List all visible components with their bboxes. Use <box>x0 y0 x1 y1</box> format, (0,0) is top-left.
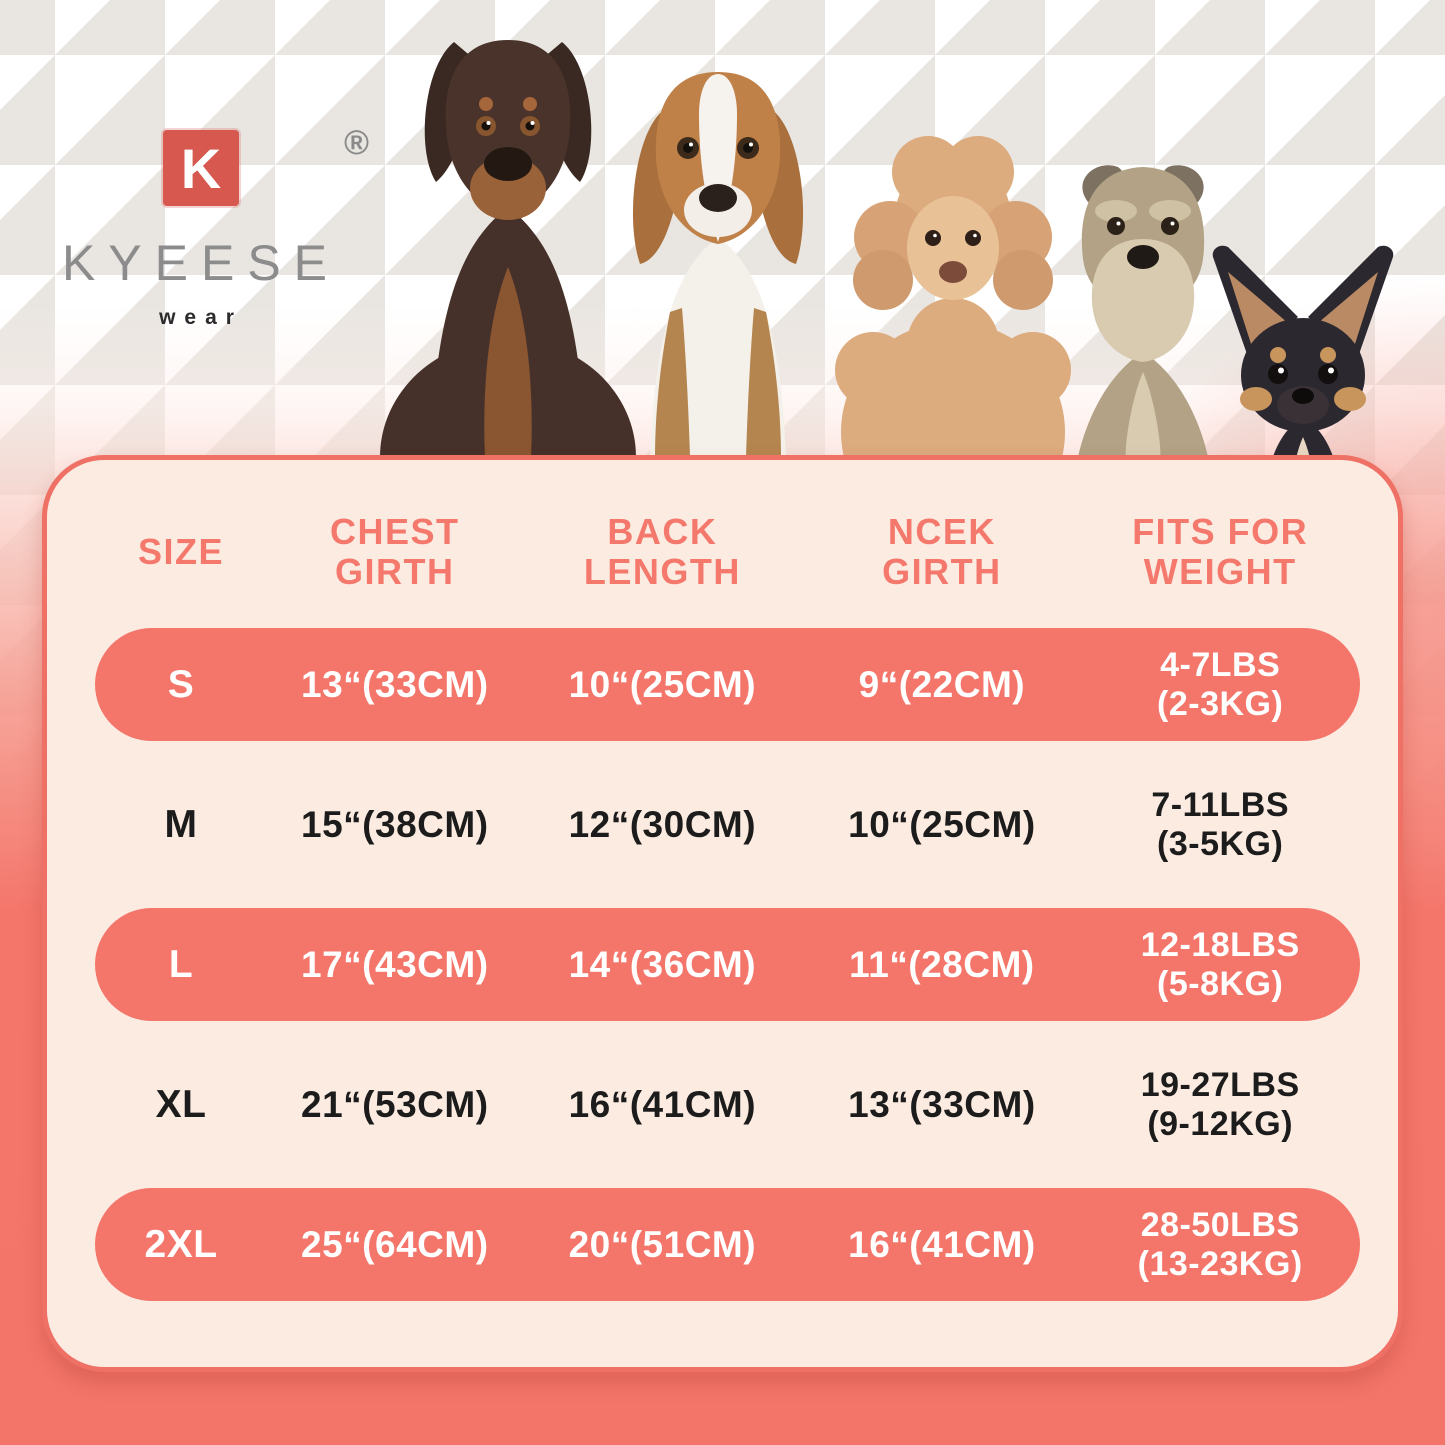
cell-weight: 4-7LBS (2-3KG) <box>1157 646 1284 723</box>
table-header-row: SIZE CHEST GIRTH BACK LENGTH NCEK GIRTH … <box>95 498 1360 606</box>
header-neck-girth: NCEK GIRTH <box>882 510 1002 592</box>
cell-back: 14“(36CM) <box>568 943 757 985</box>
header-back-length: BACK LENGTH <box>583 510 741 592</box>
poodle-illustration <box>835 136 1071 457</box>
header-size: SIZE <box>138 530 225 572</box>
cell-chest: 15“(38CM) <box>301 803 489 845</box>
cell-neck: 16“(41CM) <box>848 1223 1036 1265</box>
cell-neck: 13“(33CM) <box>848 1083 1036 1125</box>
cell-size: 2XL <box>144 1222 218 1266</box>
table-row-2xl: 2XL 25“(64CM) 20“(51CM) 16“(41CM) 28-50L… <box>95 1188 1360 1301</box>
logo-k-letter: K <box>163 130 239 206</box>
chihuahua-illustration <box>1212 245 1394 457</box>
logo-k-square: K ® <box>163 124 369 206</box>
cell-chest: 13“(33CM) <box>301 663 489 705</box>
schnauzer-illustration <box>1078 165 1208 457</box>
table-row-m: M 15“(38CM) 12“(30CM) 10“(25CM) 7-11LBS … <box>95 768 1360 881</box>
cell-size: S <box>167 662 195 706</box>
cell-weight: 12-18LBS (5-8KG) <box>1140 926 1300 1003</box>
header-chest-girth: CHEST GIRTH <box>330 510 460 592</box>
brand-subtitle: wear <box>159 306 243 329</box>
dogs-illustration <box>380 40 1394 457</box>
cell-chest: 25“(64CM) <box>301 1223 489 1265</box>
cell-size: M <box>164 802 198 846</box>
cell-size: XL <box>155 1082 207 1126</box>
cell-back: 10“(25CM) <box>568 663 757 705</box>
cell-chest: 17“(43CM) <box>301 943 489 985</box>
cell-neck: 10“(25CM) <box>848 803 1036 845</box>
table-row-l: L 17“(43CM) 14“(36CM) 11“(28CM) 12-18LBS… <box>95 908 1360 1021</box>
table-row-xl: XL 21“(53CM) 16“(41CM) 13“(33CM) 19-27LB… <box>95 1048 1360 1161</box>
cell-weight: 28-50LBS (13-23KG) <box>1137 1206 1303 1283</box>
cell-size: L <box>168 942 194 986</box>
cell-weight: 7-11LBS (3-5KG) <box>1151 786 1290 863</box>
brand-name: KYEESE <box>61 235 341 291</box>
cell-back: 12“(30CM) <box>568 803 757 845</box>
registered-trademark-symbol: ® <box>343 124 369 162</box>
cell-neck: 11“(28CM) <box>849 943 1035 985</box>
cell-back: 16“(41CM) <box>568 1083 757 1125</box>
brand-logo: K ® KYEESE wear <box>38 124 369 330</box>
table-row-s: S 13“(33CM) 10“(25CM) 9“(22CM) 4-7LBS (2… <box>95 628 1360 741</box>
header-fits-for-weight: FITS FOR WEIGHT <box>1132 510 1309 592</box>
doberman-illustration <box>380 40 636 457</box>
cell-neck: 9“(22CM) <box>858 663 1026 705</box>
cell-weight: 19-27LBS (9-12KG) <box>1140 1066 1300 1143</box>
cell-back: 20“(51CM) <box>568 1223 757 1265</box>
beagle-illustration <box>632 72 804 457</box>
cell-chest: 21“(53CM) <box>301 1083 489 1125</box>
size-table-panel: SIZE CHEST GIRTH BACK LENGTH NCEK GIRTH … <box>42 455 1403 1372</box>
